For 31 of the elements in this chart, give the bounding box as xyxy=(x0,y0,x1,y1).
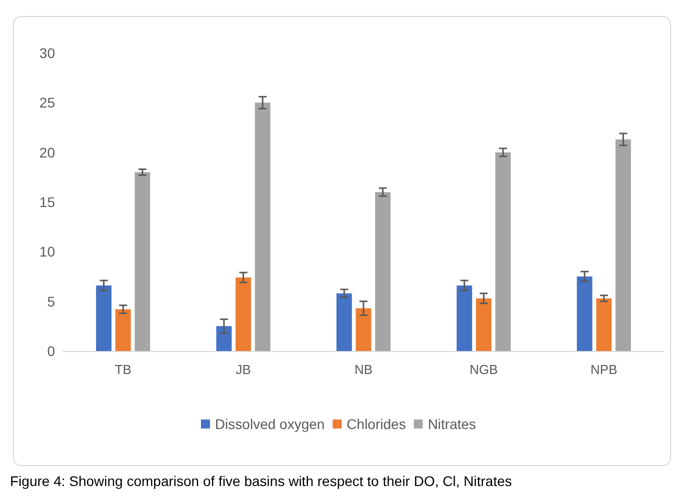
bar xyxy=(134,172,150,351)
y-tick-label: 25 xyxy=(39,94,56,111)
y-tick-label: 0 xyxy=(47,343,56,359)
bar xyxy=(336,293,352,351)
x-tick-label: JB xyxy=(236,362,251,377)
x-tick-label: TB xyxy=(114,362,132,377)
x-tick-label: NPB xyxy=(590,362,618,377)
x-tick-label: NB xyxy=(354,362,373,377)
bar xyxy=(236,277,252,351)
legend-label: Nitrates xyxy=(428,416,476,432)
y-tick-label: 15 xyxy=(39,194,56,210)
bar xyxy=(476,298,492,351)
y-tick-label: 10 xyxy=(39,244,56,260)
bar xyxy=(495,152,511,351)
y-tick-label: 5 xyxy=(47,293,56,310)
bar xyxy=(115,309,131,351)
bar xyxy=(356,308,372,351)
caption: Figure 4: Showing comparison of five basins with respect to their DO, Cl, Nitrates xyxy=(10,473,512,489)
bar xyxy=(596,298,612,351)
bar xyxy=(216,326,232,351)
bar xyxy=(375,192,391,351)
bar xyxy=(576,276,592,351)
legend-label: Chlorides xyxy=(346,416,406,432)
y-tick-label: 30 xyxy=(39,45,56,61)
y-tick-label: 20 xyxy=(39,144,56,160)
bar xyxy=(615,139,631,351)
x-tick-label: NGB xyxy=(470,362,498,377)
bar xyxy=(96,285,112,351)
bar xyxy=(456,285,472,351)
bar xyxy=(254,102,270,351)
legend-label: Dissolved oxygen xyxy=(214,416,325,432)
